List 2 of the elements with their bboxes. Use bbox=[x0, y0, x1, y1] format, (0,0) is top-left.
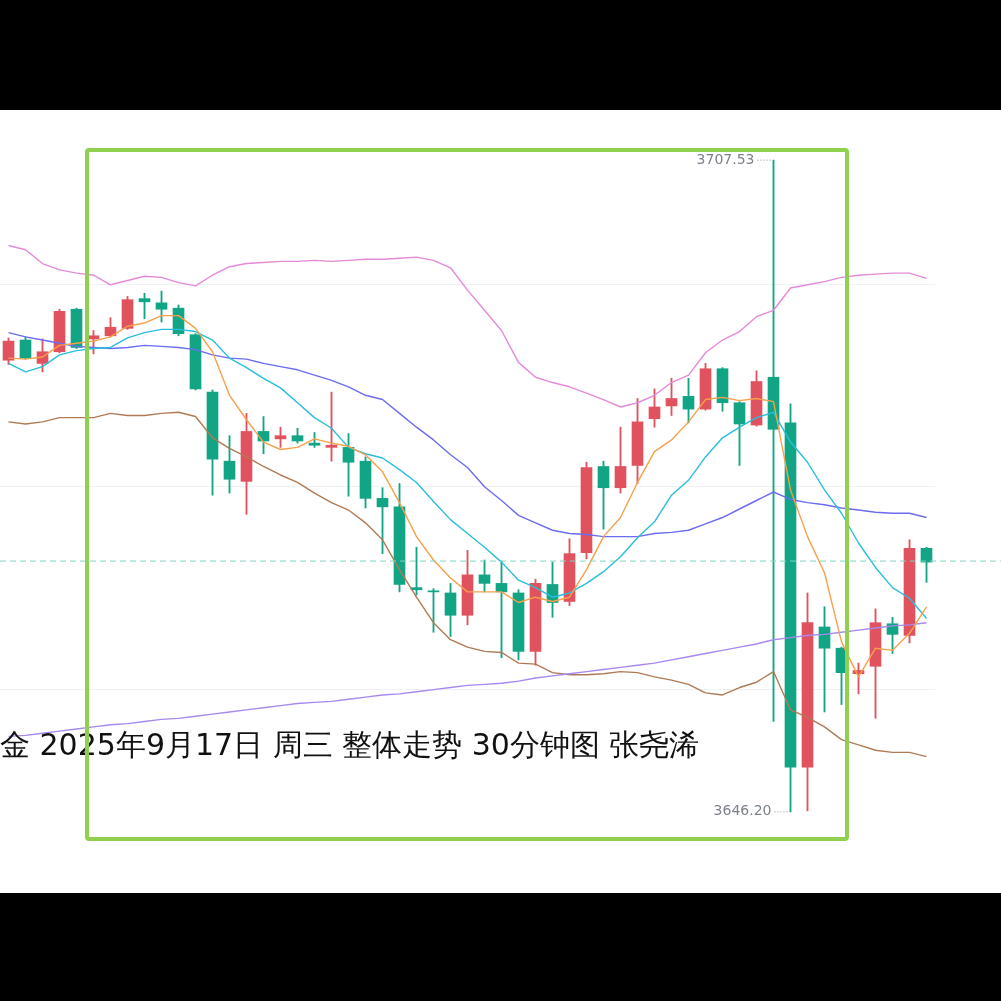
annotation: 3707.53 bbox=[696, 150, 755, 167]
annotation: 3646.20 bbox=[713, 802, 772, 819]
